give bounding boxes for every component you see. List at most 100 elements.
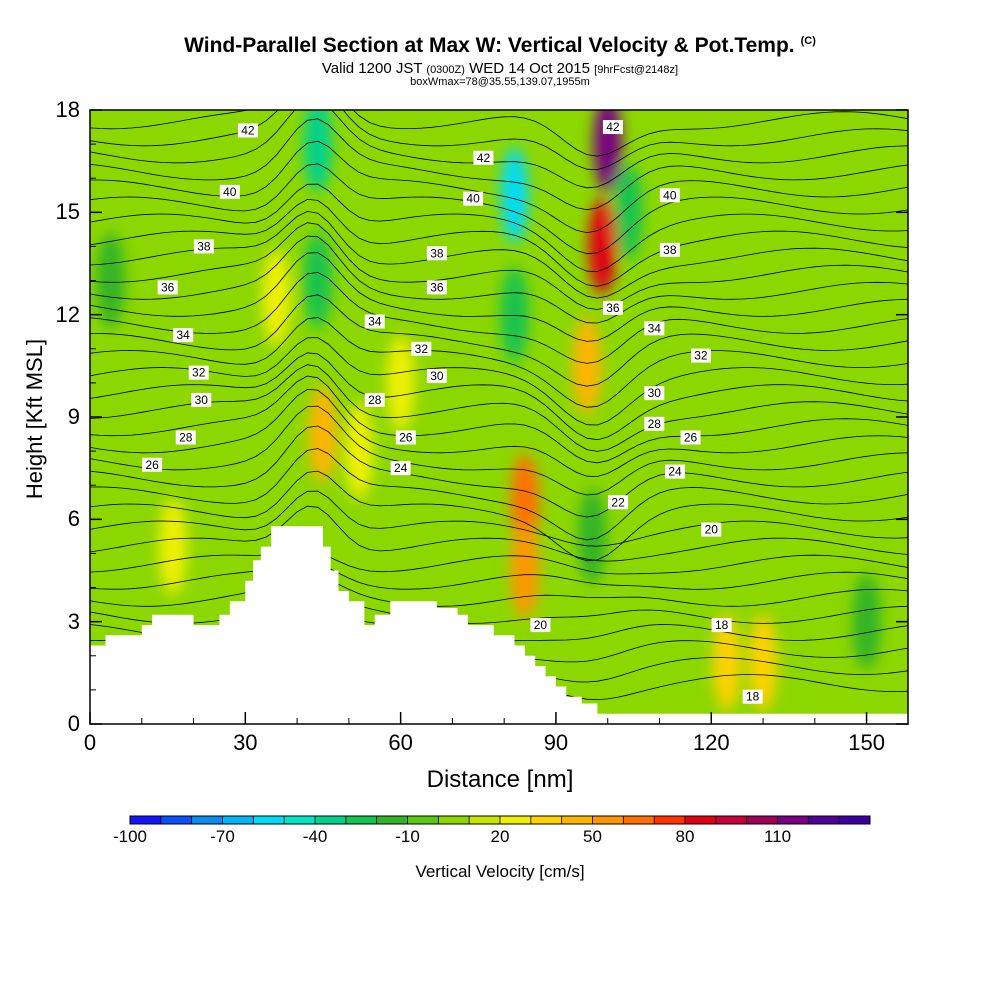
isentrope-line-10	[90, 470, 908, 562]
svg-text:34: 34	[648, 321, 662, 335]
isentrope-labels: 4240383634323028264240383634323028262442…	[142, 120, 763, 704]
svg-text:28: 28	[179, 430, 193, 444]
isentrope-line-14	[90, 388, 908, 477]
isentrope-line-15	[90, 375, 908, 464]
colorbar-swatch-10	[438, 816, 470, 824]
svg-text:20: 20	[705, 523, 719, 537]
svg-text:18: 18	[746, 690, 760, 704]
colorbar-swatch-1	[160, 816, 193, 824]
isentrope-line-30	[90, 118, 908, 211]
colorbar-swatch-12	[500, 816, 532, 824]
x-axis-label: Distance [nm]	[426, 766, 574, 793]
isentrope-line-21	[90, 271, 908, 364]
svg-text:30: 30	[195, 393, 209, 407]
svg-text:38: 38	[663, 243, 677, 257]
isentrope-line-25	[90, 210, 908, 299]
chart-subtitle: Valid 1200 JST (0300Z) WED 14 Oct 2015 […	[0, 60, 1000, 77]
isentrope-label-6: 30	[191, 392, 212, 407]
svg-text:40: 40	[466, 192, 480, 206]
chart-title-corner: (C)	[800, 35, 816, 47]
isentrope-label-0: 42	[237, 123, 258, 138]
isentrope-line-16	[90, 364, 908, 452]
velocity-cell-2	[303, 110, 332, 193]
isentrope-label-12: 36	[426, 280, 447, 295]
velocity-cell-14	[578, 488, 607, 585]
isentrope-label-17: 26	[395, 430, 416, 445]
x-tick-label-4: 120	[692, 730, 730, 755]
isentrope-label-15: 30	[426, 369, 447, 384]
isentrope-label-33: 18	[742, 689, 763, 704]
velocity-cell-5	[345, 403, 374, 500]
velocity-cell-12	[588, 198, 617, 295]
velocity-cell-1	[262, 249, 291, 346]
colorbar-swatch-8	[376, 816, 408, 824]
isentrope-label-20: 40	[659, 188, 680, 203]
isentrope-line-28	[90, 163, 908, 255]
svg-text:36: 36	[606, 301, 620, 315]
isentrope-label-28: 24	[665, 464, 686, 479]
isentrope-line-22	[90, 252, 908, 342]
colorbar-swatch-3	[222, 816, 254, 824]
colorbar-swatch-0	[130, 816, 162, 824]
colorbar-swatch-23	[839, 816, 871, 824]
isentrope-label-11: 38	[426, 246, 447, 261]
isentrope-label-16: 28	[364, 392, 385, 407]
colorbar-swatch-13	[530, 816, 563, 824]
colorbar-tick-4: 20	[490, 827, 510, 846]
svg-text:28: 28	[368, 393, 382, 407]
isentrope-label-30: 20	[701, 522, 722, 537]
svg-text:26: 26	[684, 430, 698, 444]
svg-text:32: 32	[415, 342, 429, 356]
field-cells	[96, 110, 881, 711]
isentrope-label-32: 18	[711, 618, 732, 633]
x-tick-label-2: 60	[388, 730, 413, 755]
isentrope-label-1: 40	[219, 184, 240, 199]
isentrope-label-22: 36	[602, 300, 623, 315]
svg-text:28: 28	[648, 417, 662, 431]
colorbar-swatch-7	[345, 816, 378, 824]
velocity-cell-8	[500, 266, 529, 363]
svg-text:42: 42	[241, 123, 255, 137]
y-tick-label-0: 0	[67, 711, 80, 736]
isentrope-line-18	[90, 337, 908, 426]
velocity-cell-13	[573, 317, 602, 414]
isentrope-label-2: 38	[193, 239, 214, 254]
colorbar-swatch-20	[746, 816, 778, 824]
svg-text:36: 36	[430, 280, 444, 294]
svg-text:38: 38	[430, 246, 444, 260]
svg-text:30: 30	[648, 386, 662, 400]
isentrope-line-33	[90, 110, 908, 157]
colorbar-tick-3: -10	[395, 827, 420, 846]
isentrope-label-31: 20	[530, 618, 551, 633]
subtitle-part-3: WED 14 Oct 2015	[464, 60, 595, 77]
isentrope-label-25: 30	[644, 386, 665, 401]
isentrope-line-8	[90, 505, 908, 562]
isentrope-label-5: 32	[188, 365, 209, 380]
colorbar-swatch-9	[407, 816, 439, 824]
isentrope-line-5	[90, 575, 908, 607]
svg-text:36: 36	[161, 280, 175, 294]
colorbar-swatch-11	[469, 816, 501, 824]
colorbar-swatch-21	[777, 816, 809, 824]
colorbar-swatch-19	[715, 816, 748, 824]
terrain	[90, 526, 908, 724]
svg-text:22: 22	[611, 495, 625, 509]
colorbar-tick-5: 50	[583, 827, 602, 846]
subtitle-part-4: [9hrFcst@2148z]	[594, 64, 679, 76]
isentrope-line-19	[90, 317, 908, 408]
chart-title: Wind-Parallel Section at Max W: Vertical…	[0, 34, 1000, 58]
velocity-cell-3	[303, 232, 332, 329]
velocity-cell-16	[712, 614, 741, 711]
isentrope-label-21: 38	[659, 242, 680, 257]
velocity-cell-0	[158, 498, 187, 595]
colorbar-swatch-17	[654, 816, 686, 824]
svg-text:26: 26	[399, 430, 413, 444]
isentrope-line-31	[90, 110, 908, 189]
colorbar-swatch-18	[685, 816, 717, 824]
svg-text:24: 24	[394, 461, 408, 475]
colorbar-swatch-6	[315, 816, 347, 824]
svg-text:24: 24	[668, 465, 682, 479]
subtitle-part-2: (0300Z)	[426, 64, 465, 76]
colorbar-swatch-22	[808, 816, 840, 824]
colorbar-swatch-4	[253, 816, 285, 824]
